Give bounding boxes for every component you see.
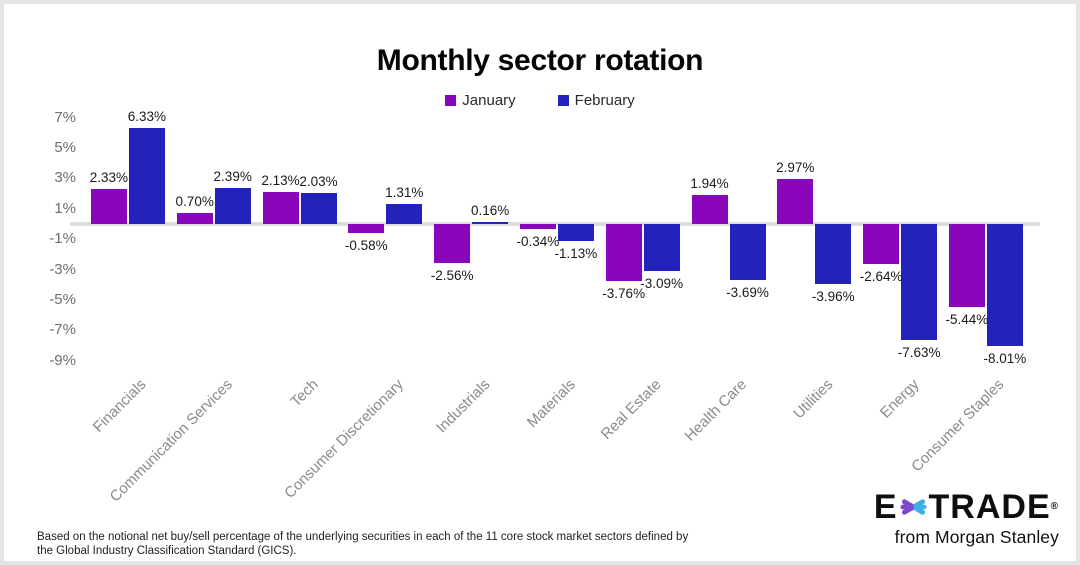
legend-item-january: January <box>445 92 516 109</box>
bar-february-materials <box>557 224 594 242</box>
value-label-february-industrials: 0.16% <box>470 202 510 218</box>
bar-february-energy <box>901 224 938 340</box>
category-label-health-care: Health Care <box>681 376 751 445</box>
bar-january-communication-services <box>176 213 213 224</box>
bar-february-industrials <box>472 221 509 224</box>
y-axis-tick--9-: -9% <box>49 351 76 369</box>
category-label-real-estate: Real Estate <box>597 376 665 443</box>
bar-january-utilities <box>777 178 814 224</box>
value-label-january-real-estate: -3.76% <box>602 286 646 302</box>
bar-february-tech <box>300 193 337 224</box>
value-label-january-tech: 2.13% <box>261 172 300 188</box>
category-label-consumer-staples: Consumer Staples <box>908 376 1008 476</box>
category-label-utilities: Utilities <box>790 376 837 423</box>
bar-january-materials <box>519 224 556 230</box>
bar-january-industrials <box>434 224 471 263</box>
january-swatch-icon <box>445 95 457 106</box>
value-label-january-materials: -0.34% <box>516 234 560 250</box>
etrade-letter-e: E <box>873 487 898 526</box>
legend-item-february: February <box>557 92 635 109</box>
february-swatch-icon <box>557 95 569 106</box>
y-axis-tick--7-: -7% <box>49 321 76 339</box>
value-label-february-consumer-staples: -8.01% <box>983 350 1027 366</box>
value-label-february-energy: -7.63% <box>897 344 941 360</box>
y-axis-tick-7-: 7% <box>54 108 76 126</box>
y-axis-tick-3-: 3% <box>54 169 76 187</box>
bar-february-financials <box>128 127 165 224</box>
etrade-wordmark: E TRADE ® <box>819 489 1059 524</box>
value-label-january-energy: -2.64% <box>859 269 903 285</box>
bar-february-utilities <box>815 224 852 285</box>
value-label-february-real-estate: -3.09% <box>640 275 684 291</box>
bar-january-health-care <box>691 194 728 224</box>
value-label-february-health-care: -3.69% <box>726 285 769 301</box>
value-label-january-consumer-discretionary: -0.58% <box>344 237 388 253</box>
morgan-stanley-tagline: from Morgan Stanley <box>894 527 1059 547</box>
footnote-line-1: Based on the notional net buy/sell perce… <box>37 531 689 543</box>
bar-january-consumer-discretionary <box>348 224 385 233</box>
etrade-star-icon <box>900 498 926 515</box>
legend-label-january: January <box>462 92 516 109</box>
chart-title: Monthly sector rotation <box>376 44 704 77</box>
bar-chart-plot-area: 7% 5% 3% 1% -1% -3% -5% -7% -9% 2.33% 6.33% Financi… <box>4 4 1076 561</box>
value-label-january-utilities: 2.97% <box>776 159 815 175</box>
value-label-february-tech: 2.03% <box>299 174 338 190</box>
bar-february-communication-services <box>214 187 251 224</box>
y-axis-tick--1-: -1% <box>49 230 76 248</box>
value-label-february-financials: 6.33% <box>127 108 167 124</box>
y-axis-tick--3-: -3% <box>49 260 76 278</box>
bar-february-real-estate <box>643 224 680 271</box>
value-label-january-communication-services: 0.70% <box>175 194 214 210</box>
bar-february-consumer-staples <box>986 224 1023 346</box>
category-label-industrials: Industrials <box>432 376 494 437</box>
etrade-letter-trade: TRADE <box>928 487 1051 526</box>
bar-february-health-care <box>729 224 766 281</box>
bar-january-financials <box>90 188 127 224</box>
legend-label-february: February <box>574 92 635 109</box>
category-label-energy: Energy <box>876 376 923 422</box>
y-axis-tick--5-: -5% <box>49 291 76 308</box>
bar-january-real-estate <box>605 224 642 282</box>
bar-january-consumer-staples <box>948 224 985 307</box>
category-label-financials: Financials <box>90 376 150 436</box>
bar-february-consumer-discretionary <box>386 204 423 224</box>
footnote-line-2: the Global Industry Classification Stand… <box>37 544 297 557</box>
y-axis-tick-1-: 1% <box>54 199 76 217</box>
value-label-january-health-care: 1.94% <box>690 175 729 191</box>
value-label-february-utilities: -3.96% <box>811 289 855 305</box>
value-label-january-consumer-staples: -5.44% <box>945 311 989 327</box>
footnote: Based on the notional net buy/sell perce… <box>37 531 688 558</box>
etrade-logo: E TRADE ® from Morgan S <box>819 489 1059 548</box>
category-label-tech: Tech <box>287 376 322 411</box>
y-axis-tick-5-: 5% <box>54 139 76 156</box>
value-label-february-materials: -1.13% <box>554 246 598 262</box>
bar-january-energy <box>863 224 900 265</box>
bar-january-tech <box>262 191 299 224</box>
category-label-materials: Materials <box>523 376 579 432</box>
value-label-january-financials: 2.33% <box>89 169 129 185</box>
value-label-february-communication-services: 2.39% <box>213 168 252 184</box>
value-label-february-consumer-discretionary: 1.31% <box>385 185 424 201</box>
registered-mark: ® <box>1050 501 1059 512</box>
legend: January February <box>4 92 1076 109</box>
value-label-january-industrials: -2.56% <box>430 267 474 283</box>
